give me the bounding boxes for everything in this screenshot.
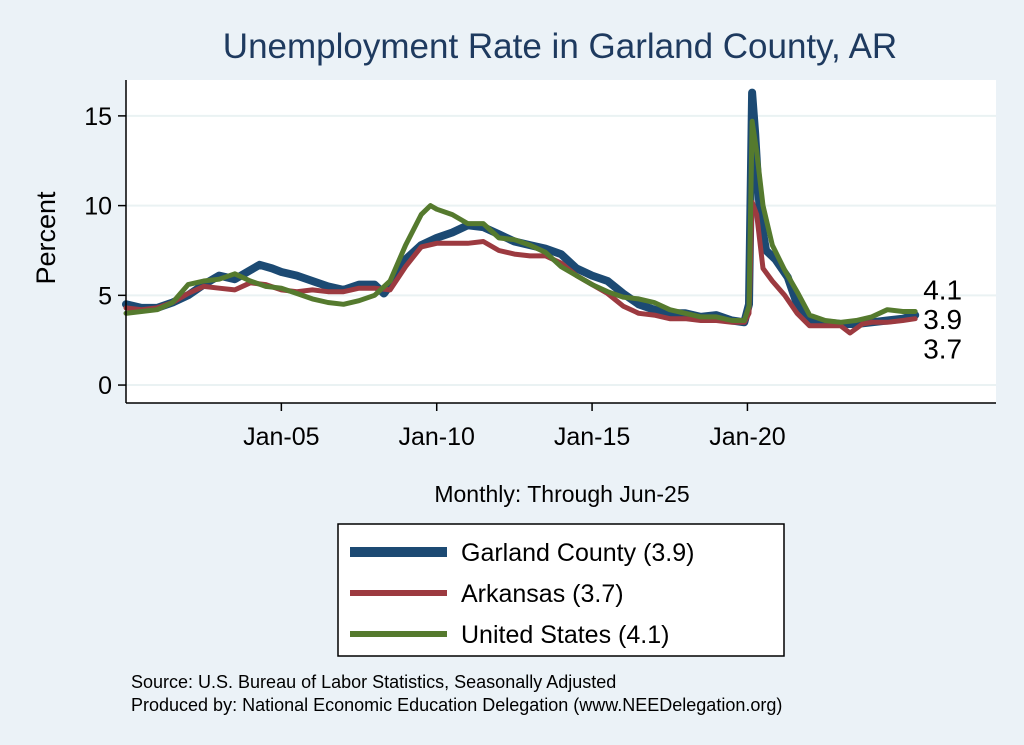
- x-tick-label-Jan-05: Jan-05: [243, 423, 319, 451]
- y-tick-label-10: 10: [84, 193, 112, 221]
- gridlines: [126, 114, 996, 387]
- footnote-producer: Produced by: National Economic Education…: [131, 695, 782, 715]
- y-tick-label-15: 15: [84, 103, 112, 131]
- x-axis-label: Monthly: Through Jun-25: [434, 481, 689, 507]
- chart-title: Unemployment Rate in Garland County, AR: [223, 27, 897, 66]
- legend-label-united-states: United States (4.1): [461, 621, 669, 649]
- end-label-arkansas: 3.7: [923, 334, 962, 365]
- legend-label-arkansas: Arkansas (3.7): [461, 580, 624, 608]
- x-tick-label-Jan-15: Jan-15: [554, 423, 630, 451]
- axes: [118, 80, 996, 411]
- legend: Garland County (3.9) Arkansas (3.7) United…: [337, 523, 785, 657]
- footnote-source: Source: U.S. Bureau of Labor Statistics,…: [131, 672, 616, 692]
- tick-labels: 0 5 10 15 Jan-05 Jan-10 Jan-15 Jan-20: [84, 103, 785, 451]
- y-tick-label-0: 0: [98, 372, 112, 400]
- end-labels: 3.93.7 4.1: [923, 274, 962, 364]
- legend-label-garland-county: Garland County (3.9): [461, 539, 694, 567]
- x-tick-label-Jan-20: Jan-20: [709, 423, 785, 451]
- series-line-united-states: [123, 118, 918, 325]
- x-tick-label-Jan-10: Jan-10: [398, 423, 474, 451]
- end-label-garland-county: 3.9: [923, 304, 962, 335]
- series-lines: [122, 88, 920, 336]
- plot-area: [126, 80, 996, 403]
- y-axis-label: Percent: [31, 191, 61, 285]
- end-label-united-states: 4.1: [923, 274, 962, 305]
- y-tick-label-5: 5: [98, 282, 112, 310]
- series-line-garland-county: [122, 88, 920, 328]
- legend-entries: Garland County (3.9) Arkansas (3.7) United…: [350, 539, 694, 649]
